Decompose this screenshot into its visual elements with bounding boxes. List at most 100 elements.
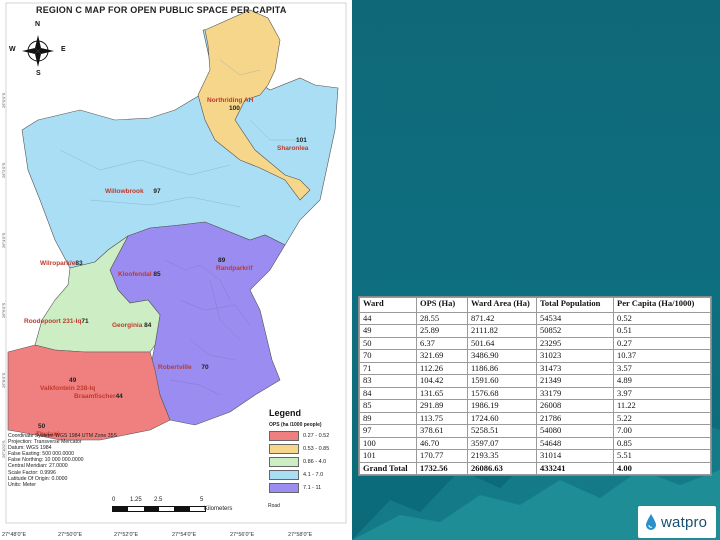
ward-label: 50 Thulani [36,423,60,438]
col-header: Ward Area (Ha) [467,297,537,313]
table-cell: 1186.86 [467,361,537,375]
table-row: 71 112.26 1186.86 31473 3.57 [359,361,711,375]
table-cell: 46.70 [416,436,468,450]
table-row: 83 104.42 1591.60 21349 4.89 [359,374,711,388]
table-row: 101 170.77 2193.35 31014 5.51 [359,449,711,463]
table-cell: 112.26 [416,361,468,375]
col-header: OPS (Ha) [416,297,468,313]
table-cell: 1986.19 [467,399,537,413]
table-cell: 4.89 [613,374,711,388]
table-cell: 6.37 [416,336,468,350]
table-cell: 3.57 [613,361,711,375]
table-cell: 21349 [536,374,614,388]
lon-label: 27°52'0"E [114,532,139,538]
table-cell: 170.77 [416,449,468,463]
lat-label: 26°10'0"S [1,440,6,458]
table-cell: 501.64 [467,336,537,350]
col-header: Per Capita (Ha/1000) [613,297,711,313]
projection-info: Coordinate System: WGS 1984 UTM Zone 35S… [8,433,117,488]
table-row: 85 291.89 1986.19 26008 11.22 [359,399,711,413]
table-row: 89 113.75 1724.60 21786 5.22 [359,411,711,425]
ward-label: 49 Valkfontein 238-Iq [40,377,96,392]
table-cell: 2111.82 [467,324,537,338]
table-cell: 5258.51 [467,424,537,438]
table-cell: 291.89 [416,399,468,413]
table-cell: 44 [359,311,417,325]
table-cell: 31014 [536,449,614,463]
table-cell: 25.89 [416,324,468,338]
table-cell: 3486.90 [467,349,537,363]
ward-label: Robertville 70 [158,364,209,371]
lat-label: 26°0'0"S [1,92,6,108]
table-cell: 321.69 [416,349,468,363]
ward-label: 89 Randparkrif [216,257,253,272]
table-row: 44 28.55 871.42 54534 0.52 [359,311,711,325]
table-cell: 54648 [536,436,614,450]
table-cell: 3.97 [613,386,711,400]
table-row: 97 378.61 5258.51 54080 7.00 [359,424,711,438]
table-cell: 10.37 [613,349,711,363]
table-cell: 54534 [536,311,614,325]
table-cell: 1732.56 [416,461,468,475]
legend-item: 0.86 - 4.0 [269,457,349,467]
table-cell: 49 [359,324,417,338]
watpro-logo: watpro [638,506,716,538]
table-cell: 84 [359,386,417,400]
table-cell: 2193.35 [467,449,537,463]
map-drawing [5,2,347,524]
table-cell: 1591.60 [467,374,537,388]
legend-item: 0.27 - 0.52 [269,431,349,441]
table-row: 70 321.69 3486.90 31023 10.37 [359,349,711,363]
table-cell: 85 [359,399,417,413]
table-cell: 100 [359,436,417,450]
ward-100-area [197,9,311,201]
table-cell: 50852 [536,324,614,338]
compass-rose-icon [22,35,54,67]
table-cell: 1724.60 [467,411,537,425]
compass-n: N [35,21,41,28]
ward-label: Willowbrook 97 [105,188,161,195]
ward-label: Roodepoort 231-Iq71 [24,318,89,325]
table-cell: 131.65 [416,386,468,400]
table-cell: 0.27 [613,336,711,350]
ward-71-84-area [34,235,161,353]
table-cell: 26008 [536,399,614,413]
table-cell: 3597.07 [467,436,537,450]
table-cell: 433241 [536,461,614,475]
logo-text: watpro [661,513,708,531]
ward-label: 101 Sharonlea [277,137,309,152]
water-drop-icon [646,514,656,530]
ward-label: Braamfischer44 [74,393,123,400]
ward-label: Wilropark/e83 [40,260,83,267]
table-cell: 97 [359,424,417,438]
table-row: 49 25.89 2111.82 50852 0.51 [359,324,711,338]
col-header: Ward [359,297,417,313]
table-cell: 0.52 [613,311,711,325]
lon-label: 27°48'0"E [2,532,27,538]
table-cell: 26086.63 [467,461,537,475]
col-header: Total Population [536,297,614,313]
compass-e: E [61,46,66,53]
lat-label: 26°6'0"S [1,302,6,318]
compass-s: S [36,70,41,77]
legend-item: 0.53 - 0.85 [269,444,349,454]
table-cell: 89 [359,411,417,425]
ops-per-capita-table: Ward OPS (Ha) Ward Area (Ha) Total Popul… [358,296,712,476]
table-row: 50 6.37 501.64 23295 0.27 [359,336,711,350]
table-cell: 101 [359,449,417,463]
table-cell: 113.75 [416,411,468,425]
scale-bar: 0 1.25 2.5 5 Kilometers [112,497,233,512]
table-cell: 0.51 [613,324,711,338]
table-cell: 50 [359,336,417,350]
table-cell: 28.55 [416,311,468,325]
table-cell: 1576.68 [467,386,537,400]
legend-title: Legend [269,408,302,418]
lon-label: 27°58'0"E [288,532,313,538]
table-cell: 23295 [536,336,614,350]
ward-label: Northriding AH 100 [207,97,254,112]
table-cell: 378.61 [416,424,468,438]
lon-label: 27°56'0"E [230,532,255,538]
region-c-map: REGION C MAP FOR OPEN PUBLIC SPACE PER C… [0,0,352,540]
legend-subtitle: OPS (ha /1000 people) [269,422,322,428]
table-cell: 4.00 [613,461,711,475]
